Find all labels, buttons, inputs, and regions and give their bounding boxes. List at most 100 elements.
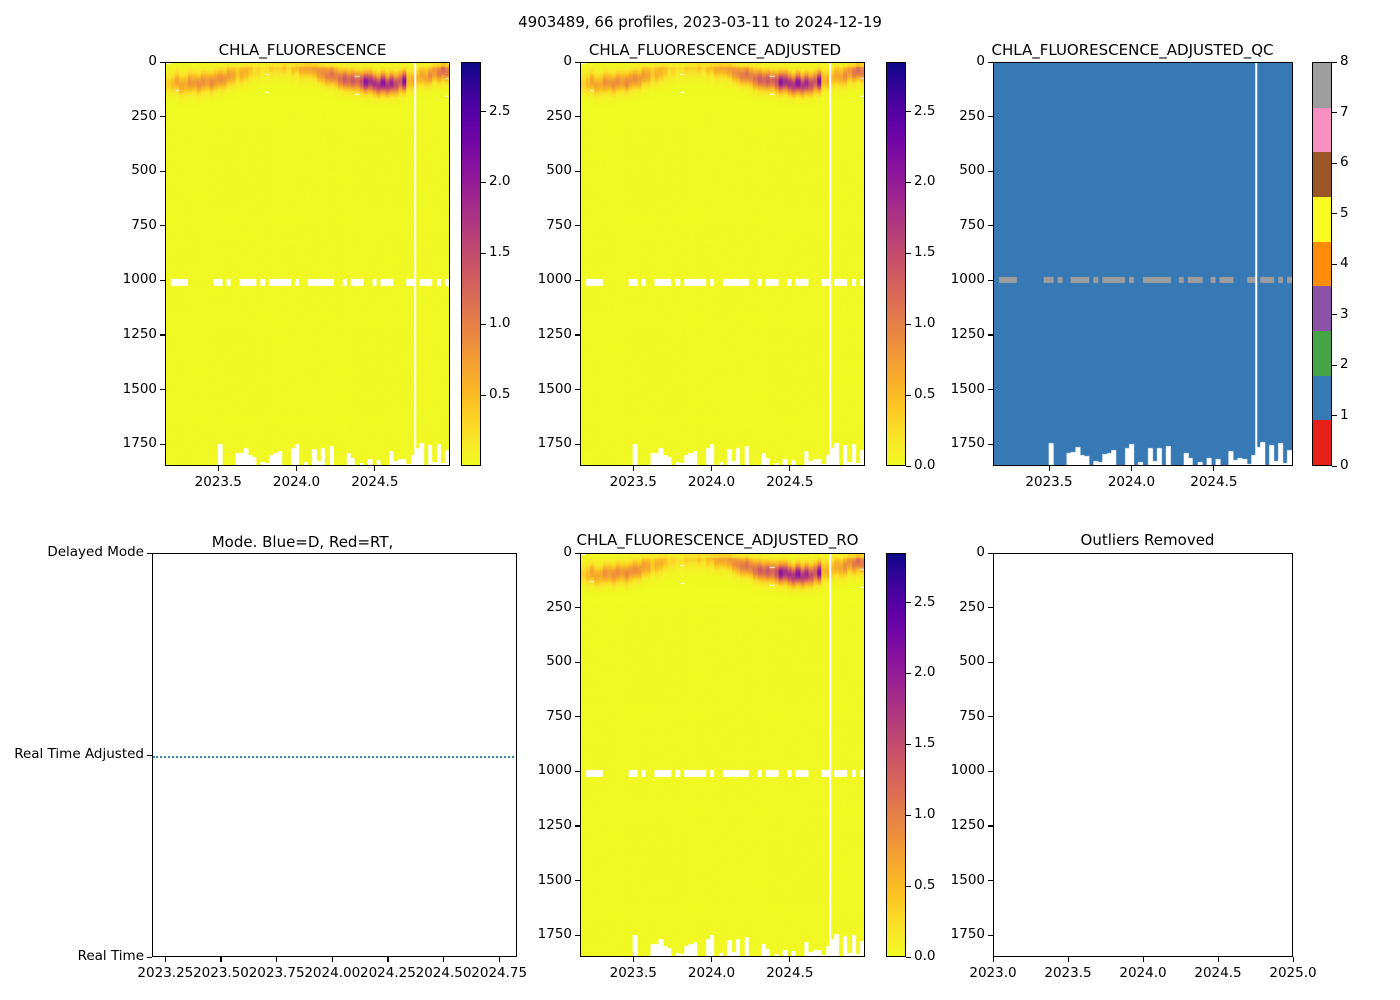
y-label-p0-1250: 1250 <box>122 325 157 342</box>
y-label-p5-750: 750 <box>959 707 985 724</box>
x-tick-p5-2024.5 <box>1217 957 1219 962</box>
cb-tick-cb4-0.5 <box>906 885 911 887</box>
x-label-mode-2024.75: 2024.75 <box>471 965 528 981</box>
figure-suptitle: 4903489, 66 profiles, 2023-03-11 to 2024… <box>518 13 882 31</box>
cb-tick-cbqc-7 <box>1332 112 1337 114</box>
y-tick-p2-1250 <box>988 334 993 336</box>
y-tick-p1-750 <box>575 225 580 227</box>
x-label-p2-2024.5: 2024.5 <box>1190 474 1238 490</box>
y-tick-p2-1500 <box>988 389 993 391</box>
y-tick-p4-750 <box>575 716 580 718</box>
x-tick-p5-2023.5 <box>1067 957 1069 962</box>
y-label-mode-2: Real Time <box>77 948 144 964</box>
panel-chla-fluorescence-adjusted-qc[interactable] <box>993 62 1293 466</box>
cb-tick-cb4-2.0 <box>906 672 911 675</box>
y-label-p2-500: 500 <box>959 162 985 179</box>
y-label-p2-250: 250 <box>959 107 985 124</box>
y-label-p1-1250: 1250 <box>537 325 572 342</box>
x-tick-p2-2024.5 <box>1213 466 1215 471</box>
cb-tick-cb0-1.0 <box>481 323 486 325</box>
y-label-p2-1250: 1250 <box>950 325 985 342</box>
y-label-p0-1000: 1000 <box>122 271 157 288</box>
x-tick-mode-2023.75 <box>276 957 278 962</box>
colorbar-gradient-1 <box>462 63 480 465</box>
x-label-p5-2023.5: 2023.5 <box>1044 965 1092 981</box>
cb-tick-cb1-1.5 <box>906 252 911 254</box>
heatmap-image-chla-fluorescence <box>166 63 449 465</box>
y-label-p4-1500: 1500 <box>537 871 572 888</box>
colorbar-chla-fluorescence-adjusted[interactable] <box>886 62 906 466</box>
x-label-mode-2023.75: 2023.75 <box>248 965 305 981</box>
cb-label-cb1-0.0: 0.0 <box>914 457 936 473</box>
cb-label-cb1-2.5: 2.5 <box>914 102 936 119</box>
x-label-p1-2023.5: 2023.5 <box>609 474 657 490</box>
panel-title-chla-fluorescence: CHLA_FLUORESCENCE <box>218 41 387 59</box>
x-label-p5-2024.5: 2024.5 <box>1194 965 1242 981</box>
y-tick-p2-750 <box>988 225 993 227</box>
y-label-p1-1750: 1750 <box>537 435 572 452</box>
y-label-p1-250: 250 <box>546 107 572 124</box>
panel-outliers-removed[interactable] <box>993 553 1293 957</box>
y-label-p4-500: 500 <box>546 653 572 670</box>
colorbar-gradient-2 <box>887 63 905 465</box>
panel-chla-fluorescence[interactable] <box>165 62 450 466</box>
cb-label-cbqc-1: 1 <box>1340 406 1349 423</box>
cb-label-cbqc-8: 8 <box>1340 53 1349 69</box>
y-tick-p0-1750 <box>160 443 165 445</box>
y-label-p5-1500: 1500 <box>950 871 985 888</box>
heatmap-image-qc <box>994 63 1292 465</box>
x-tick-mode-2024.00 <box>331 957 333 962</box>
x-label-p1-2024.5: 2024.5 <box>766 474 814 490</box>
x-label-p5-2024.0: 2024.0 <box>1119 965 1167 981</box>
cb-tick-cb0-2.0 <box>481 181 486 184</box>
panel-chla-fluorescence-adjusted-ro[interactable] <box>580 553 865 957</box>
y-tick-p5-750 <box>988 716 993 718</box>
colorbar-adjusted-ro[interactable] <box>886 553 906 957</box>
cb-label-cb0-1.0: 1.0 <box>489 315 511 332</box>
y-tick-p2-1000 <box>988 279 993 281</box>
y-label-p4-750: 750 <box>546 707 572 724</box>
x-tick-p4-2024.0 <box>711 957 713 962</box>
x-label-mode-2024.00: 2024.00 <box>304 965 361 981</box>
y-label-p2-750: 750 <box>959 216 985 233</box>
x-label-p2-2024.0: 2024.0 <box>1107 474 1156 490</box>
y-label-p0-1750: 1750 <box>122 435 157 452</box>
cb-label-cbqc-5: 5 <box>1340 204 1349 221</box>
cb-label-cbqc-2: 2 <box>1340 356 1349 372</box>
y-tick-p2-0 <box>988 61 993 63</box>
y-tick-p4-0 <box>575 552 580 554</box>
y-tick-mode-0 <box>147 552 152 554</box>
y-tick-mode-2 <box>147 956 152 958</box>
cb-label-cb4-0.0: 0.0 <box>914 948 936 964</box>
cb-tick-cb0-1.5 <box>481 252 486 254</box>
colorbar-chla-fluorescence[interactable] <box>461 62 481 466</box>
x-label-p0-2024.5: 2024.5 <box>351 474 399 490</box>
x-label-p0-2024.0: 2024.0 <box>272 474 321 490</box>
cb-tick-cb1-1.0 <box>906 323 911 325</box>
y-tick-p4-1750 <box>575 934 580 936</box>
y-label-p1-500: 500 <box>546 162 572 179</box>
x-tick-p0-2024.0 <box>296 466 298 471</box>
y-label-p2-1000: 1000 <box>950 271 985 288</box>
y-tick-p1-1250 <box>575 334 580 336</box>
y-label-p5-1000: 1000 <box>950 762 985 779</box>
panel-chla-fluorescence-adjusted[interactable] <box>580 62 865 466</box>
qc-swatch-5 <box>1313 197 1331 242</box>
y-tick-p1-500 <box>575 170 580 172</box>
cb-tick-cb1-0.0 <box>906 465 911 467</box>
x-tick-p2-2023.5 <box>1048 466 1050 471</box>
x-label-p0-2023.5: 2023.5 <box>194 474 242 490</box>
cb-tick-cb1-2.5 <box>906 111 911 113</box>
y-tick-p5-250 <box>988 607 993 609</box>
y-tick-p5-1750 <box>988 934 993 936</box>
panel-title-outliers-removed: Outliers Removed <box>1080 531 1215 549</box>
panel-title-chla-fluorescence-adjusted-ro: CHLA_FLUORESCENCE_ADJUSTED_RO <box>576 531 859 549</box>
y-tick-p5-1500 <box>988 880 993 882</box>
panel-title-chla-fluorescence-adjusted: CHLA_FLUORESCENCE_ADJUSTED <box>588 41 842 59</box>
colorbar-qc[interactable] <box>1312 62 1332 466</box>
x-label-p1-2024.0: 2024.0 <box>687 474 736 490</box>
panel-mode[interactable] <box>152 553 517 957</box>
y-label-p5-250: 250 <box>959 598 985 615</box>
qc-swatch-6 <box>1313 152 1331 198</box>
y-tick-p5-0 <box>988 552 993 554</box>
